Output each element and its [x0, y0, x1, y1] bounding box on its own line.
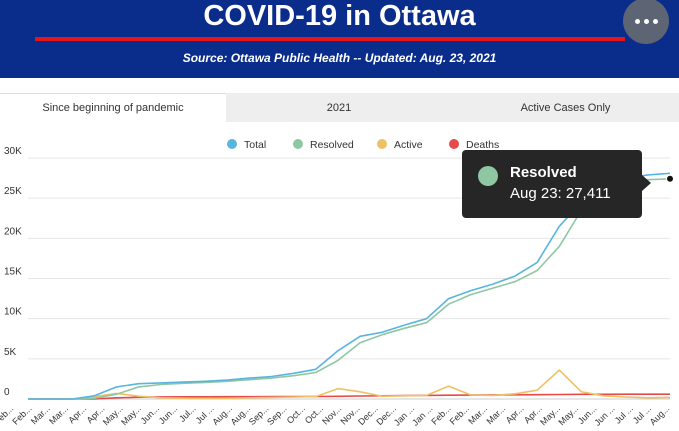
x-tick-label: May... — [119, 403, 143, 427]
x-tick-label: Mar... — [466, 403, 489, 426]
y-tick-label: 0 — [4, 387, 10, 398]
x-tick-label: Sep... — [247, 403, 271, 427]
title-underline — [35, 37, 625, 41]
page-subtitle: Source: Ottawa Public Health -- Updated:… — [182, 51, 497, 65]
x-tick-label: Oct... — [285, 403, 307, 425]
tab-active-cases-only[interactable]: Active Cases Only — [520, 101, 611, 114]
dot-icon — [643, 18, 649, 24]
x-tick-label: Jul ... — [613, 403, 635, 425]
x-tick-label: Apr... — [66, 403, 88, 425]
series-line-deaths — [28, 393, 670, 400]
header: COVID-19 in Ottawa Source: Ottawa Public… — [0, 0, 679, 78]
tooltip-value: Aug 23: 27,411 — [510, 185, 611, 202]
x-tick-label: Sep... — [265, 403, 289, 427]
x-tick-label: Mar... — [29, 403, 52, 426]
series-line-resolved — [28, 178, 671, 400]
x-tick-label: Mar... — [484, 403, 507, 426]
x-tick-label: Feb... — [448, 403, 471, 426]
x-tick-label: Aug... — [229, 403, 253, 427]
series-line-total — [28, 172, 671, 400]
tooltip-series-name: Resolved — [510, 164, 577, 181]
dot-icon — [634, 18, 640, 24]
legend-label: Resolved — [310, 139, 354, 151]
dot-icon — [652, 18, 658, 24]
legend-marker — [449, 139, 459, 149]
x-tick-label: Nov... — [320, 403, 343, 426]
y-tick-label: 20K — [4, 226, 22, 237]
y-tick-label: 30K — [4, 146, 22, 157]
x-tick-label: Jun... — [157, 403, 180, 426]
legend-marker — [293, 139, 303, 149]
legend-label: Total — [244, 139, 266, 151]
tab-since-beginning[interactable]: Since beginning of pandemic — [0, 93, 226, 122]
highlight-point — [666, 174, 674, 183]
y-tick-label: 10K — [4, 307, 22, 318]
x-tick-label: Dec... — [356, 403, 380, 427]
chart-tooltip: Resolved Aug 23: 27,411 — [462, 150, 651, 218]
x-tick-label: Mar... — [47, 403, 70, 426]
legend-marker — [227, 139, 237, 149]
x-tick-label: Jan ... — [410, 403, 434, 427]
legend-marker — [377, 139, 387, 149]
x-tick-label: Jun... — [139, 403, 162, 426]
y-tick-label: 25K — [4, 186, 22, 197]
more-options-button[interactable] — [623, 0, 669, 44]
covid-line-chart: 05K10K15K20K25K30KFeb...Feb...Mar...Mar.… — [0, 139, 674, 428]
x-tick-label: Jun ... — [592, 403, 616, 427]
y-tick-label: 5K — [4, 347, 17, 358]
legend-label: Deaths — [466, 139, 499, 151]
x-tick-label: Aug... — [210, 403, 234, 427]
x-tick-label: Aug... — [648, 403, 672, 427]
legend-label: Active — [394, 139, 423, 151]
tab-2021[interactable]: 2021 — [326, 101, 352, 114]
tab-bar: Since beginning of pandemic 2021 Active … — [0, 93, 679, 122]
x-tick-label: Apr... — [504, 403, 526, 425]
x-tick-label: Feb... — [10, 403, 33, 426]
page-title: COVID-19 in Ottawa — [203, 0, 476, 32]
tooltip-series-dot — [478, 166, 498, 186]
x-tick-label: Feb... — [429, 403, 452, 426]
x-tick-label: May... — [556, 403, 580, 427]
y-tick-label: 15K — [4, 267, 22, 278]
series-line-active — [28, 369, 671, 400]
